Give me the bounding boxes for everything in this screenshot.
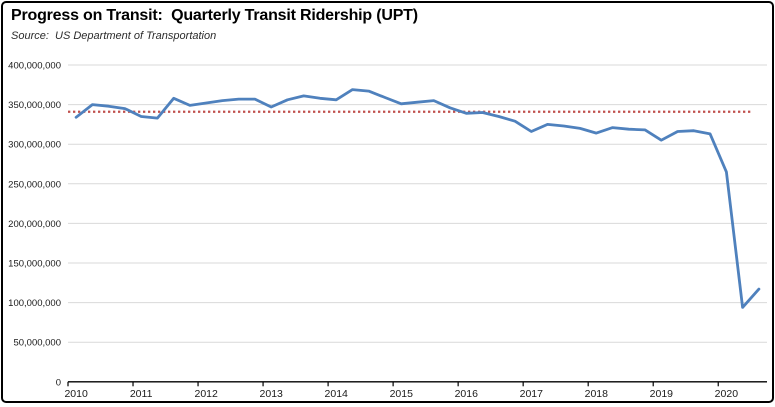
x-axis-tick-label: 2016 <box>455 388 479 400</box>
y-axis-tick-label: 0 <box>56 377 61 388</box>
y-axis-tick-label: 200,000,000 <box>8 219 61 230</box>
y-axis-tick-label: 400,000,000 <box>8 61 61 72</box>
x-axis-tick-label: 2019 <box>650 388 674 400</box>
transit-ridership-line-chart: 400,000,000 350,000,000 300,000,000 250,000… <box>8 61 767 400</box>
x-axis-tick-label: 2011 <box>130 388 153 400</box>
source-note: Source: US Department of Transportation <box>11 30 217 42</box>
x-axis-tick-label: 2010 <box>64 388 88 400</box>
chart-title: Progress on Transit: Quarterly Transit R… <box>11 7 418 24</box>
y-axis-tick-label: 50,000,000 <box>13 338 61 349</box>
y-axis-tick-label: 100,000,000 <box>8 298 61 309</box>
x-axis-tick-label: 2013 <box>260 388 284 400</box>
x-axis-tick-label: 2015 <box>390 388 414 400</box>
x-axis-tick-label: 2014 <box>325 388 349 400</box>
y-axis-tick-label: 350,000,000 <box>8 100 61 111</box>
x-axis-tick-label: 2017 <box>520 388 544 400</box>
y-axis-tick-label: 300,000,000 <box>8 140 61 151</box>
y-axis-tick-label: 150,000,000 <box>8 259 61 270</box>
y-axis-tick-label: 250,000,000 <box>8 179 61 190</box>
x-axis-tick-label: 2018 <box>585 388 609 400</box>
x-axis-tick-label: 2012 <box>194 388 218 400</box>
x-axis-tick-label: 2020 <box>715 388 739 400</box>
ridership-series-line <box>74 88 761 309</box>
